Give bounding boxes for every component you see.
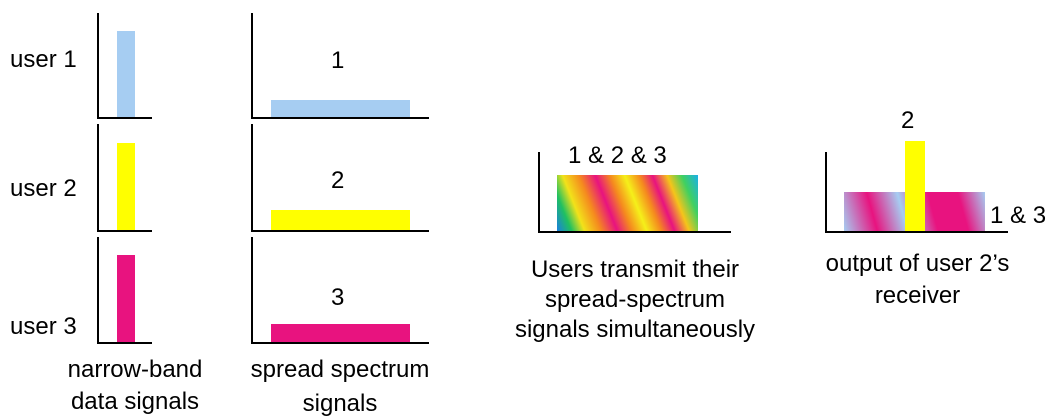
axis-y bbox=[825, 152, 827, 233]
caption-line: receiver bbox=[874, 282, 961, 309]
narrowband-bar-user-2 bbox=[117, 143, 135, 230]
axis-x bbox=[97, 117, 152, 119]
spread-bar-user-3 bbox=[271, 324, 410, 342]
axis-x bbox=[538, 231, 731, 233]
caption-line: spread-spectrum bbox=[544, 286, 726, 313]
axis-x bbox=[825, 231, 1008, 233]
receiver-noise-label: 1 & 3 bbox=[990, 202, 1047, 229]
caption-line: signals simultaneously bbox=[514, 316, 756, 343]
caption-line: narrow-band bbox=[67, 356, 203, 383]
narrowband-bar-user-1 bbox=[117, 31, 135, 117]
narrowband-caption: narrow-band data signals bbox=[40, 356, 230, 416]
caption-line: data signals bbox=[70, 388, 200, 415]
spread-bar-user-1 bbox=[271, 100, 410, 117]
spread-caption: spread spectrum signals bbox=[235, 356, 445, 418]
user-3-label: user 3 bbox=[10, 313, 77, 340]
user-1-label: user 1 bbox=[10, 46, 77, 73]
axis-x bbox=[251, 117, 429, 119]
caption-line: output of user 2’s bbox=[825, 250, 1010, 277]
user-2-label: user 2 bbox=[10, 175, 77, 202]
axis-y bbox=[251, 124, 253, 232]
combined-label: 1 & 2 & 3 bbox=[568, 142, 667, 169]
receiver-caption: output of user 2’s receiver bbox=[780, 250, 1055, 310]
transmit-caption: Users transmit their spread-spectrum sig… bbox=[470, 256, 800, 344]
axis-x bbox=[97, 230, 152, 232]
caption-line: spread spectrum bbox=[250, 356, 430, 383]
axis-y bbox=[97, 237, 99, 344]
narrowband-bar-user-3 bbox=[117, 255, 135, 342]
axis-y bbox=[251, 13, 253, 119]
axis-y bbox=[251, 237, 253, 344]
combined-spectrum-bar bbox=[557, 175, 698, 231]
caption-line: signals bbox=[302, 390, 378, 417]
axis-y bbox=[538, 152, 540, 233]
axis-y bbox=[97, 13, 99, 119]
axis-y bbox=[97, 124, 99, 232]
spread-bar-user-2 bbox=[271, 210, 410, 230]
axis-x bbox=[251, 342, 429, 344]
axis-x bbox=[97, 342, 152, 344]
spread-label-user-3: 3 bbox=[331, 284, 345, 311]
spread-label-user-1: 1 bbox=[331, 47, 345, 74]
caption-line: Users transmit their bbox=[530, 256, 740, 283]
axis-x bbox=[251, 230, 429, 232]
receiver-peak-bar bbox=[905, 141, 925, 231]
spread-label-user-2: 2 bbox=[331, 167, 345, 194]
receiver-peak-label: 2 bbox=[901, 107, 915, 134]
